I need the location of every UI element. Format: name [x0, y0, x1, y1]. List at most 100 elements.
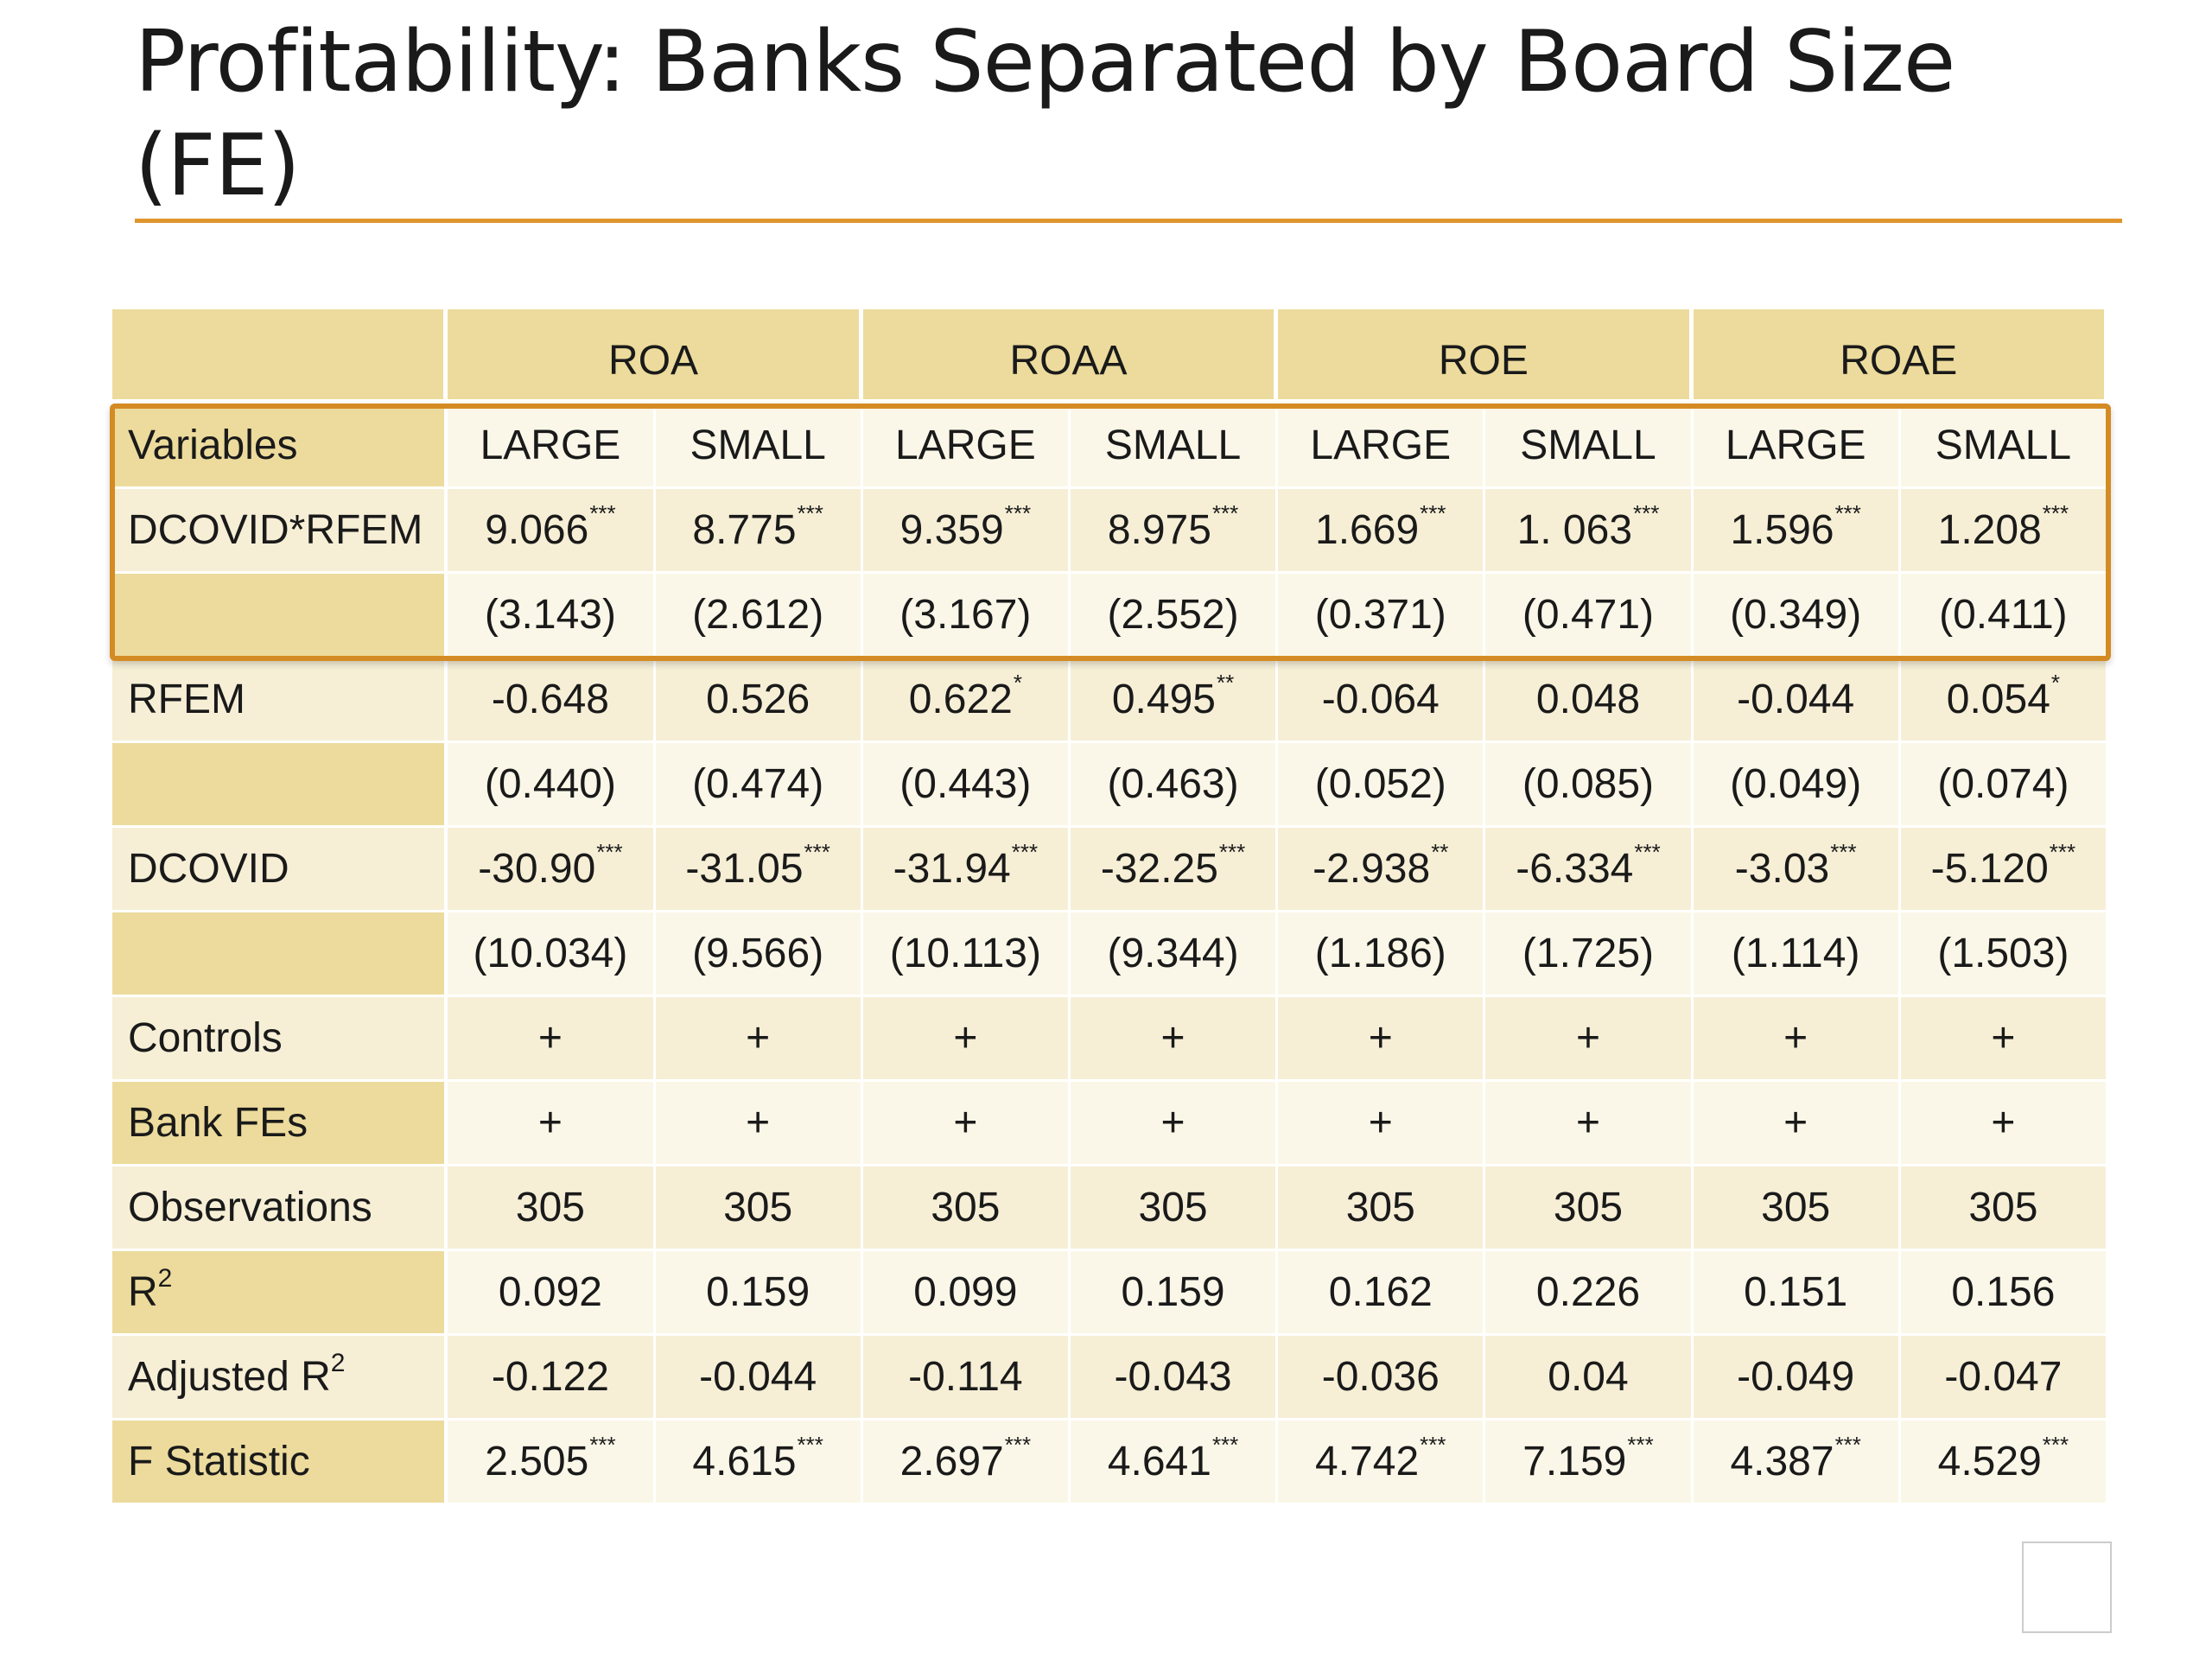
cell-value: + [1783, 1015, 1808, 1061]
cell-value: LARGE [1725, 423, 1866, 468]
cell-value: 0.159 [1121, 1269, 1225, 1315]
row-label: Adjusted R2 [112, 1336, 448, 1421]
cell-value: + [537, 1015, 563, 1061]
cell-value: 8.975 [1107, 507, 1211, 553]
table-cell: -0.122 [448, 1336, 656, 1421]
cell-value: 305 [1138, 1185, 1208, 1230]
table-cell: 305 [448, 1166, 656, 1251]
table-cell: (0.411) [1900, 574, 2108, 658]
cell-value: 1. 063 [1516, 507, 1633, 553]
cell-value: -0.049 [1737, 1354, 1855, 1400]
regression-results-table: ROA ROAA ROE ROAE Variables LARGE SMALL LAR… [112, 309, 2108, 1505]
row-label: R2 [112, 1251, 448, 1336]
table-cell: 4.387*** [1693, 1421, 1901, 1505]
table-cell: 4.742*** [1278, 1421, 1486, 1505]
table-row: Adjusted R2 -0.122 -0.044 -0.114 -0.043 -0.03… [112, 1336, 2108, 1421]
cell-value: -0.043 [1114, 1354, 1232, 1400]
cell-value: SMALL [1520, 423, 1656, 468]
table-row: Controls + + + + + + + + [112, 997, 2108, 1082]
significance-stars: *** [589, 500, 616, 526]
table-cell: 0.159 [1070, 1251, 1279, 1336]
cell-value: 2.505 [485, 1439, 589, 1484]
table-cell: 0.099 [862, 1251, 1071, 1336]
table-cell: 2.505*** [448, 1421, 656, 1505]
table-cell: (9.344) [1070, 912, 1279, 997]
table-cell: (0.440) [448, 743, 656, 828]
cell-value: 0.054 [1946, 677, 2050, 722]
cell-value: 1.669 [1315, 507, 1420, 553]
significance-stars: *** [797, 500, 823, 526]
row-label: Observations [112, 1166, 448, 1251]
group-header-roe: ROE [1278, 309, 1694, 404]
table-cell: -0.036 [1278, 1336, 1486, 1421]
cell-value: -0.064 [1321, 677, 1440, 722]
row-label-superscript: 2 [330, 1349, 346, 1377]
cell-value: (1.186) [1314, 931, 1446, 976]
cell-value: -31.94 [893, 846, 1011, 892]
cell-value: SMALL [1104, 423, 1242, 468]
table-row: DCOVID -30.90*** -31.05*** -31.94*** -32.25*… [112, 828, 2108, 912]
table-row: RFEM -0.648 0.526 0.622* 0.495** -0.064 0.048-… [112, 658, 2108, 743]
cell-value: (1.725) [1522, 931, 1655, 976]
row-label-text: DCOVID [128, 846, 289, 892]
cell-value: 4.529 [1937, 1439, 2042, 1484]
table-cell: 305 [1070, 1166, 1279, 1251]
table-cell: 305 [1900, 1166, 2108, 1251]
table-cell: LARGE [1693, 404, 1901, 489]
cell-value: -0.648 [491, 677, 609, 722]
table-cell: 305 [1693, 1166, 1901, 1251]
table-cell: (0.471) [1485, 574, 1694, 658]
slide-thumbnail-placeholder [2022, 1541, 2112, 1633]
table-cell: + [1278, 997, 1486, 1082]
row-label [112, 743, 448, 828]
cell-value: + [746, 1100, 771, 1146]
row-label: RFEM [112, 658, 448, 743]
table-cell: 1.208*** [1900, 489, 2108, 574]
cell-value: (0.471) [1522, 592, 1655, 638]
cell-value: + [1160, 1015, 1185, 1061]
row-label: DCOVID*RFEM [112, 489, 448, 574]
cell-value: 0.159 [706, 1269, 810, 1315]
significance-stars: *** [1211, 500, 1239, 526]
significance-stars: *** [1011, 839, 1039, 865]
cell-value: + [1991, 1015, 2016, 1061]
table-cell: 0.151 [1693, 1251, 1901, 1336]
significance-stars: *** [1218, 839, 1246, 865]
table-cell: 0.092 [448, 1251, 656, 1336]
significance-stars: *** [1830, 839, 1857, 865]
table-cell: 0.159 [655, 1251, 863, 1336]
table-cell: -6.334*** [1485, 828, 1694, 912]
row-label-text: Variables [128, 423, 298, 468]
table-cell: 7.159*** [1485, 1421, 1694, 1505]
cell-value: 0.099 [913, 1269, 1018, 1315]
cell-value: 1.596 [1730, 507, 1834, 553]
significance-stars: *** [1420, 500, 1446, 526]
row-label: F Statistic [112, 1421, 448, 1505]
significance-stars: *** [1420, 1432, 1446, 1458]
cell-value: (0.074) [1937, 761, 2069, 807]
cell-value: 305 [1968, 1185, 2038, 1230]
table-cell: 0.04 [1485, 1336, 1694, 1421]
table-cell: (0.371) [1278, 574, 1486, 658]
table-row: Bank FEs + + + + + + + + [112, 1082, 2108, 1166]
cell-value: -32.25 [1100, 846, 1218, 892]
cell-value: 0.092 [498, 1269, 602, 1315]
table-cell: 2.697*** [862, 1421, 1071, 1505]
significance-stars: *** [804, 839, 830, 865]
cell-value: 0.622 [908, 677, 1013, 722]
cell-value: 305 [1553, 1185, 1624, 1230]
table-cell: + [862, 1082, 1071, 1166]
significance-stars: *** [1004, 1432, 1032, 1458]
cell-value: 2.697 [899, 1439, 1004, 1484]
cell-value: 305 [515, 1185, 585, 1230]
row-label: Variables [112, 404, 448, 489]
significance-stars: * [2050, 670, 2061, 696]
table-cell: 0.048 [1485, 658, 1694, 743]
cell-value: 0.495 [1111, 677, 1216, 722]
table-cell: (3.167) [862, 574, 1071, 658]
cell-value: 0.048 [1535, 677, 1641, 722]
cell-value: -3.03 [1734, 846, 1830, 892]
table-cell: -3.03*** [1693, 828, 1901, 912]
table-cell: 9.066*** [448, 489, 656, 574]
table-row: (3.143) (2.612) (3.167) (2.552) (0.371) (0.47… [112, 574, 2108, 658]
